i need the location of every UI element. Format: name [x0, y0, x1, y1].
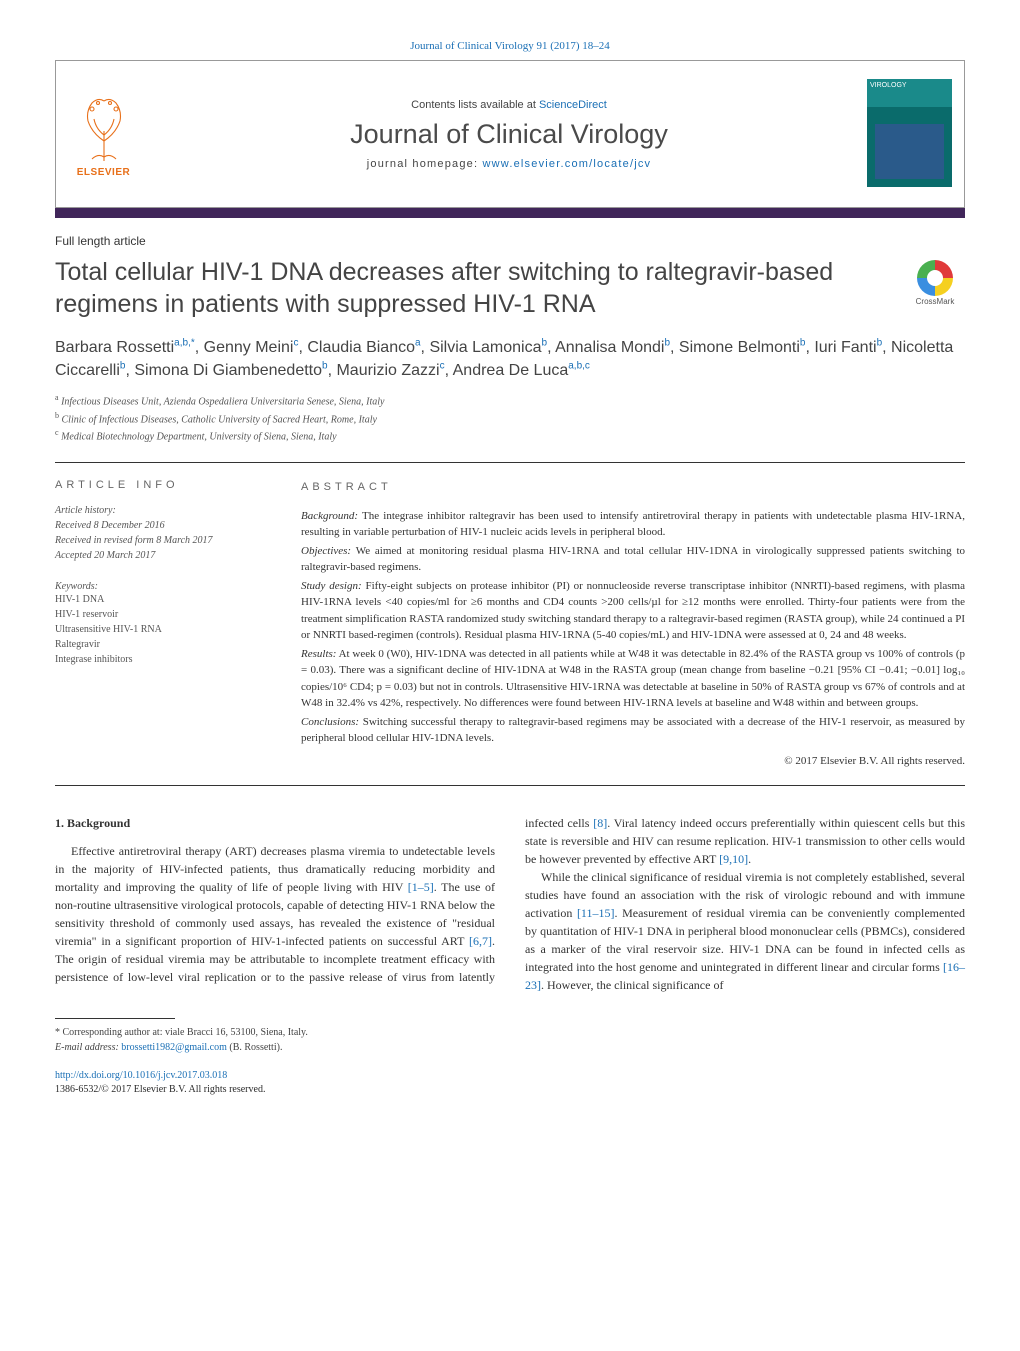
- ref-link[interactable]: [6,7]: [469, 934, 492, 948]
- article-type: Full length article: [55, 234, 965, 248]
- divider: [55, 462, 965, 463]
- contents-list-line: Contents lists available at ScienceDirec…: [411, 99, 607, 111]
- section-title: Background: [67, 816, 130, 830]
- email-line: E-mail address: brossetti1982@gmail.com …: [55, 1040, 965, 1055]
- cover-title: VIROLOGY: [867, 79, 952, 107]
- body-text: 1. Background Effective antiretroviral t…: [55, 814, 965, 994]
- journal-header: ELSEVIER Contents lists available at Sci…: [55, 60, 965, 208]
- color-bar: [55, 208, 965, 218]
- ref-link[interactable]: [1–5]: [408, 880, 434, 894]
- elsevier-label: ELSEVIER: [77, 167, 130, 178]
- keywords-list: HIV-1 DNAHIV-1 reservoirUltrasensitive H…: [55, 592, 265, 667]
- homepage-line: journal homepage: www.elsevier.com/locat…: [367, 158, 652, 170]
- body-paragraph: While the clinical significance of resid…: [525, 868, 965, 994]
- homepage-prefix: journal homepage:: [367, 158, 483, 170]
- section-number: 1.: [55, 816, 64, 830]
- contents-prefix: Contents lists available at: [411, 99, 539, 111]
- cover-image: [875, 124, 944, 179]
- doi-link[interactable]: http://dx.doi.org/10.1016/j.jcv.2017.03.…: [55, 1070, 227, 1081]
- issn-copyright: 1386-6532/© 2017 Elsevier B.V. All right…: [55, 1083, 965, 1097]
- article-title: Total cellular HIV-1 DNA decreases after…: [55, 256, 885, 320]
- crossmark-label: CrossMark: [916, 297, 955, 306]
- journal-citation: Journal of Clinical Virology 91 (2017) 1…: [55, 40, 965, 52]
- crossmark-icon: [917, 260, 953, 296]
- elsevier-logo: ELSEVIER: [56, 61, 151, 207]
- email-suffix: (B. Rossetti).: [227, 1042, 283, 1053]
- email-link[interactable]: brossetti1982@gmail.com: [121, 1042, 227, 1053]
- article-info-heading: article info: [55, 479, 265, 491]
- sciencedirect-link[interactable]: ScienceDirect: [539, 99, 607, 111]
- article-history: Article history: Received 8 December 201…: [55, 503, 265, 563]
- journal-cover-thumbnail: VIROLOGY: [867, 79, 952, 187]
- authors-list: Barbara Rossettia,b,*, Genny Meinic, Cla…: [55, 336, 965, 382]
- keywords-label: Keywords:: [55, 581, 265, 592]
- journal-name: Journal of Clinical Virology: [350, 119, 668, 150]
- section-heading: 1. Background: [55, 814, 495, 832]
- email-label: E-mail address:: [55, 1042, 121, 1053]
- corresponding-author: * Corresponding author at: viale Bracci …: [55, 1025, 965, 1040]
- footnote-separator: [55, 1018, 175, 1019]
- history-accepted: Accepted 20 March 2017: [55, 548, 265, 563]
- footnotes: * Corresponding author at: viale Bracci …: [55, 1025, 965, 1055]
- abstract-body: Background: The integrase inhibitor ralt…: [301, 508, 965, 747]
- affiliations: a Infectious Diseases Unit, Azienda Ospe…: [55, 392, 965, 444]
- crossmark-badge[interactable]: CrossMark: [905, 260, 965, 320]
- body-text-span: . However, the clinical significance of: [541, 978, 723, 992]
- abstract-heading: abstract: [301, 479, 965, 496]
- history-label: Article history:: [55, 503, 265, 518]
- history-received: Received 8 December 2016: [55, 518, 265, 533]
- ref-link[interactable]: [8]: [593, 816, 607, 830]
- copyright-line: © 2017 Elsevier B.V. All rights reserved…: [301, 753, 965, 770]
- body-text-span: .: [748, 852, 751, 866]
- doi-block: http://dx.doi.org/10.1016/j.jcv.2017.03.…: [55, 1069, 965, 1097]
- ref-link[interactable]: [9,10]: [719, 852, 748, 866]
- elsevier-tree-icon: [74, 91, 134, 163]
- homepage-link[interactable]: www.elsevier.com/locate/jcv: [483, 158, 652, 170]
- ref-link[interactable]: [11–15]: [577, 906, 615, 920]
- history-revised: Received in revised form 8 March 2017: [55, 533, 265, 548]
- divider: [55, 785, 965, 786]
